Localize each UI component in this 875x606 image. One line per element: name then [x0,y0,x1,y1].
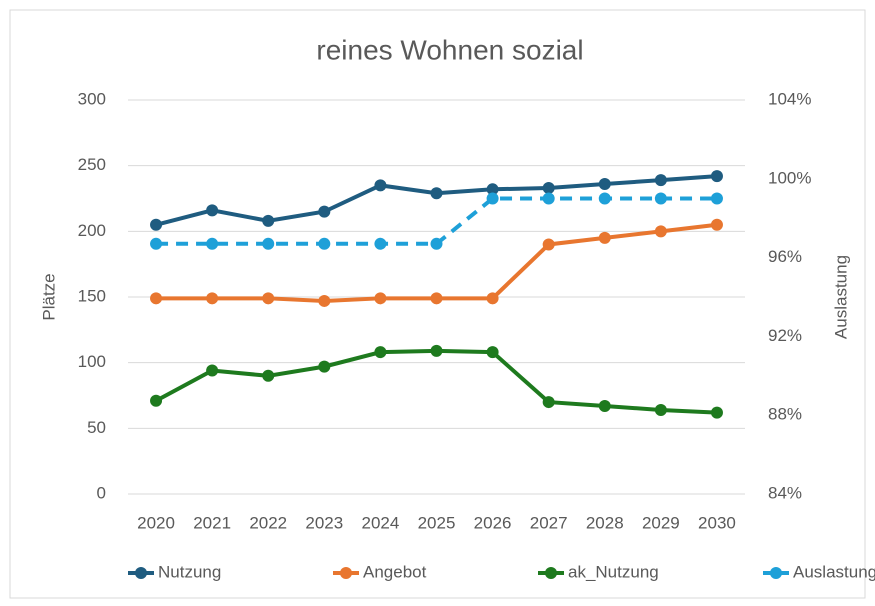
y2-tick-label: 100% [768,168,811,187]
data-point [542,181,555,194]
data-point [374,237,387,250]
data-point [374,346,387,359]
data-point [654,403,667,416]
x-tick-label: 2020 [137,513,175,532]
data-point [542,396,555,409]
data-point [430,344,443,357]
x-tick-label: 2025 [418,513,456,532]
legend-marker [135,567,147,579]
x-tick-label: 2023 [305,513,343,532]
data-point [654,192,667,205]
legend-label: Nutzung [158,562,221,581]
data-point [430,237,443,250]
y-tick-label: 250 [78,155,106,174]
y2-tick-label: 84% [768,483,802,502]
data-point [430,187,443,200]
x-tick-label: 2022 [249,513,287,532]
y-tick-label: 200 [78,221,106,240]
data-point [598,192,611,205]
data-point [542,238,555,251]
y2-tick-label: 96% [768,247,802,266]
y-tick-label: 50 [87,418,106,437]
y-tick-label: 300 [78,89,106,108]
data-point [318,205,331,218]
data-point [318,360,331,373]
legend-label: ak_Nutzung [568,562,659,581]
y-tick-label: 150 [78,286,106,305]
data-point [374,292,387,305]
data-point [318,237,331,250]
data-point [486,192,499,205]
y2-tick-label: 104% [768,89,811,108]
data-point [598,231,611,244]
x-tick-label: 2027 [530,513,568,532]
x-tick-label: 2028 [586,513,624,532]
x-tick-label: 2030 [698,513,736,532]
legend-marker [770,567,782,579]
data-point [374,179,387,192]
y2-tick-label: 92% [768,326,802,345]
y2-axis-label: Auslastung [831,255,850,339]
data-point [710,218,723,231]
data-point [262,237,275,250]
data-point [710,170,723,183]
data-point [654,174,667,187]
x-tick-label: 2021 [193,513,231,532]
data-point [150,237,163,250]
legend-marker [340,567,352,579]
data-point [710,192,723,205]
data-point [430,292,443,305]
data-point [150,394,163,407]
data-point [150,292,163,305]
y-tick-label: 0 [97,483,106,502]
data-point [318,294,331,307]
legend-label: Angebot [363,562,427,581]
data-point [598,178,611,191]
data-point [542,192,555,205]
data-point [262,369,275,382]
data-point [262,214,275,227]
y-axis-label: Plätze [39,273,58,320]
data-point [206,292,219,305]
data-point [150,218,163,231]
data-point [206,364,219,377]
data-point [206,237,219,250]
legend-label: Auslastung [793,562,875,581]
y2-tick-label: 88% [768,405,802,424]
data-point [654,225,667,238]
data-point [710,406,723,419]
x-tick-label: 2029 [642,513,680,532]
y-tick-label: 100 [78,352,106,371]
legend-marker [545,567,557,579]
data-point [486,346,499,359]
data-point [486,292,499,305]
data-point [598,400,611,413]
data-point [486,183,499,196]
chart-title: reines Wohnen sozial [316,34,583,65]
data-point [262,292,275,305]
x-tick-label: 2024 [361,513,399,532]
x-tick-label: 2026 [474,513,512,532]
data-point [206,204,219,217]
